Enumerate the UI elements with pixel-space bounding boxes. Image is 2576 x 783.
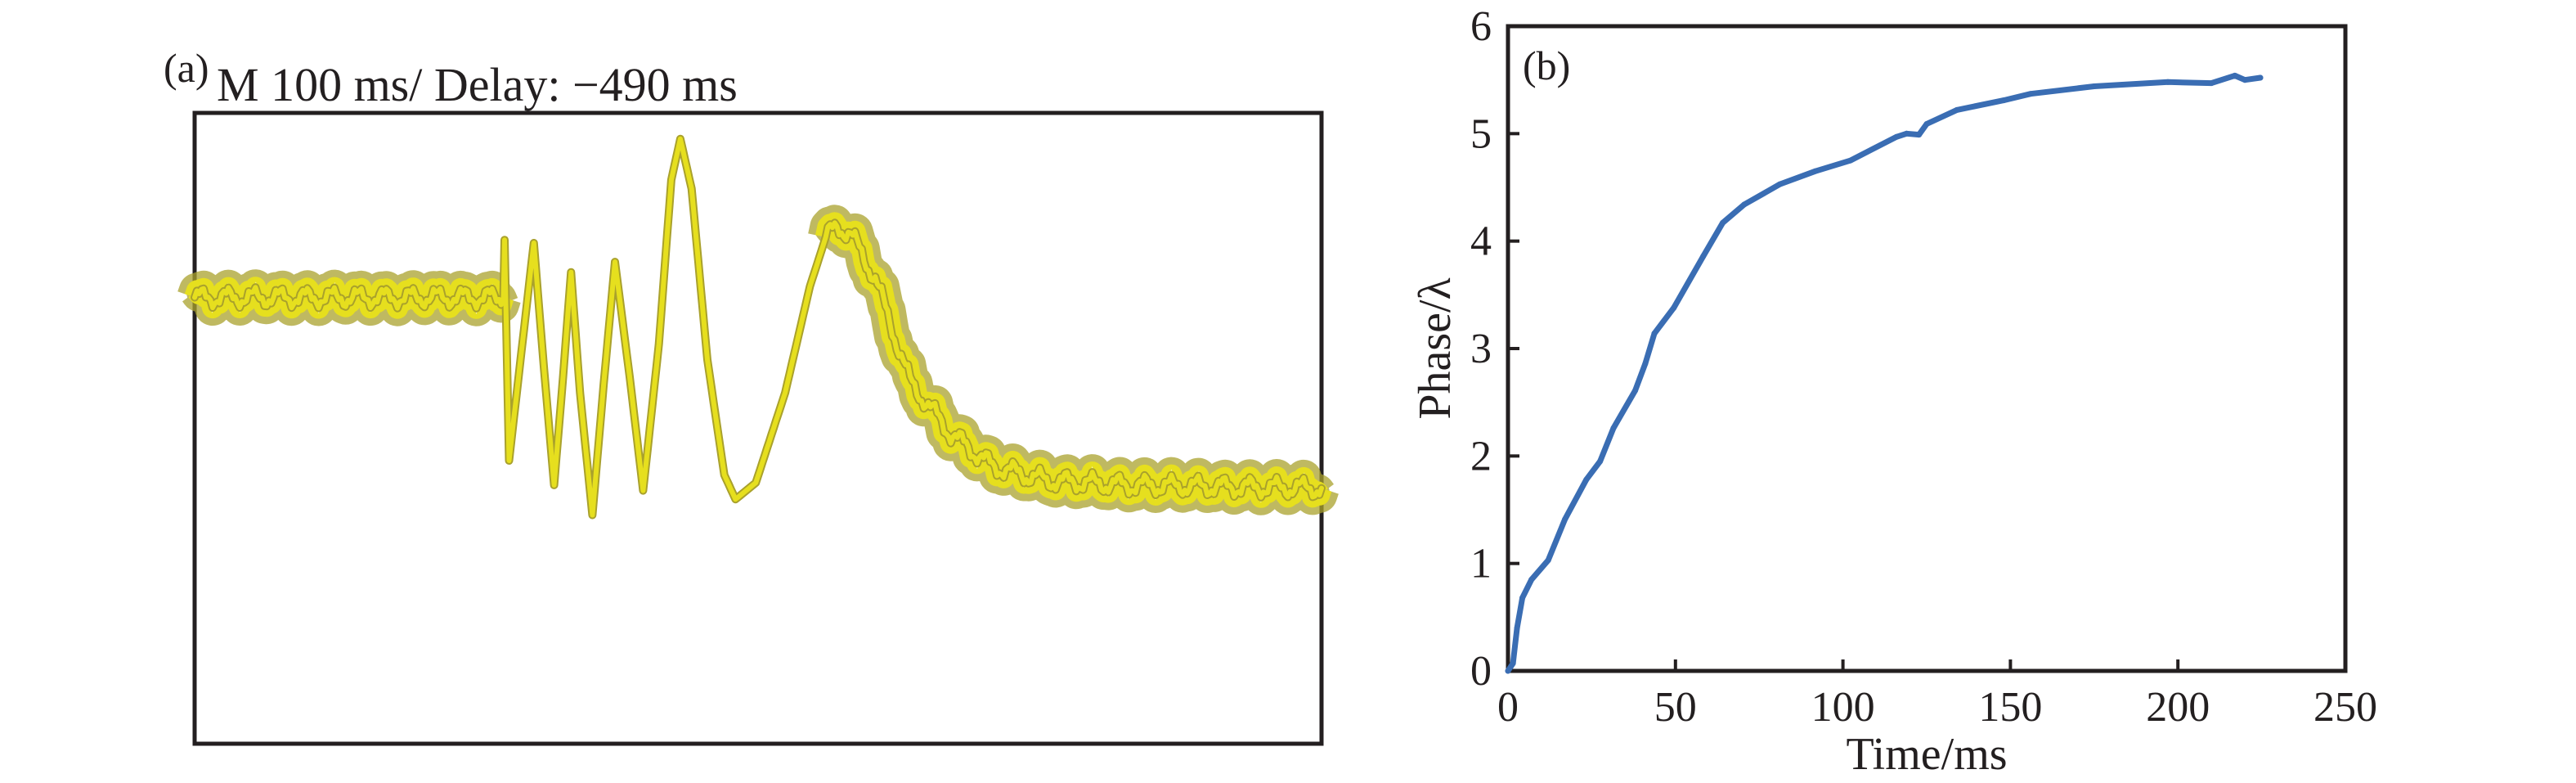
phase-data-point xyxy=(1528,576,1535,583)
phase-data-point xyxy=(1916,132,1923,138)
y-tick-label: 4 xyxy=(1470,218,1492,265)
phase-data-point xyxy=(1671,304,1677,311)
x-tick-label: 250 xyxy=(2313,684,2377,731)
x-tick-labels: 0 50 100 150 200 250 xyxy=(1497,684,2377,731)
y-tick-label: 6 xyxy=(1470,3,1492,50)
y-tick-label: 3 xyxy=(1470,326,1492,372)
phase-data-point xyxy=(1954,106,1960,113)
trace-edge xyxy=(191,134,1326,520)
phase-data-point xyxy=(2242,77,2248,83)
y-ticks xyxy=(1508,132,1519,565)
phase-data-point xyxy=(1597,458,1604,465)
phase-series xyxy=(1505,72,2264,674)
phase-data-point xyxy=(1847,157,1854,164)
phase-data-point xyxy=(1812,168,1819,174)
x-tick-label: 0 xyxy=(1497,684,1519,731)
phase-data-point xyxy=(1562,516,1568,523)
y-tick-label: 5 xyxy=(1470,110,1492,157)
phase-data-point xyxy=(1642,360,1649,367)
x-ticks xyxy=(1673,659,2180,671)
phase-data-point xyxy=(2027,91,2034,97)
x-tick-label: 100 xyxy=(1811,684,1875,731)
phase-data-point xyxy=(2257,74,2264,81)
x-tick-label: 200 xyxy=(2146,684,2210,731)
phase-data-point xyxy=(1700,253,1707,259)
phase-data-point xyxy=(1545,557,1551,564)
y-tick-label: 0 xyxy=(1470,648,1492,695)
phase-data-point xyxy=(2232,72,2238,79)
scope-settings-title: M 100 ms/ Delay: −490 ms xyxy=(217,58,738,111)
panel-b-label: (b) xyxy=(1523,43,1570,88)
phase-data-point xyxy=(1510,660,1516,667)
phase-data-point xyxy=(1632,387,1639,394)
y-tick-labels: 0 1 2 3 4 5 6 xyxy=(1470,3,1492,695)
panel-b: 0 50 100 150 200 250 0 1 2 3 4 5 6 Time/… xyxy=(1410,3,2377,780)
phase-data-point xyxy=(1583,476,1590,483)
oscilloscope-trace-group xyxy=(177,134,1339,520)
x-tick-label: 150 xyxy=(1978,684,2042,731)
phase-data-point xyxy=(1610,425,1617,431)
phase-line xyxy=(1505,72,2264,674)
phase-data-point xyxy=(1893,133,1900,140)
phase-data-point xyxy=(1514,625,1520,631)
phase-data-point xyxy=(1777,181,1784,187)
x-axis-title: Time/ms xyxy=(1846,729,2007,780)
panel-a: (a) M 100 ms/ Delay: −490 ms xyxy=(164,45,1339,746)
phase-data-point xyxy=(1651,331,1658,337)
x-tick-label: 50 xyxy=(1654,684,1697,731)
phase-data-point xyxy=(2091,83,2098,89)
phase-data-point xyxy=(1505,668,1511,674)
phase-data-point xyxy=(2000,97,2007,104)
phase-data-point xyxy=(2165,79,2171,85)
panel-a-label: (a) xyxy=(164,45,209,91)
phase-data-point xyxy=(1720,219,1726,226)
oscilloscope-trace xyxy=(192,136,1324,518)
scope-screen-frame xyxy=(192,110,1324,746)
phase-data-point xyxy=(1519,595,1526,601)
y-axis-title: Phase/λ xyxy=(1410,277,1461,419)
y-tick-label: 2 xyxy=(1470,433,1492,479)
phase-data-point xyxy=(1923,121,1930,127)
phase-data-point xyxy=(2208,80,2215,87)
phase-data-point xyxy=(1741,201,1748,208)
y-tick-label: 1 xyxy=(1470,541,1492,587)
phase-data-point xyxy=(1903,130,1910,137)
